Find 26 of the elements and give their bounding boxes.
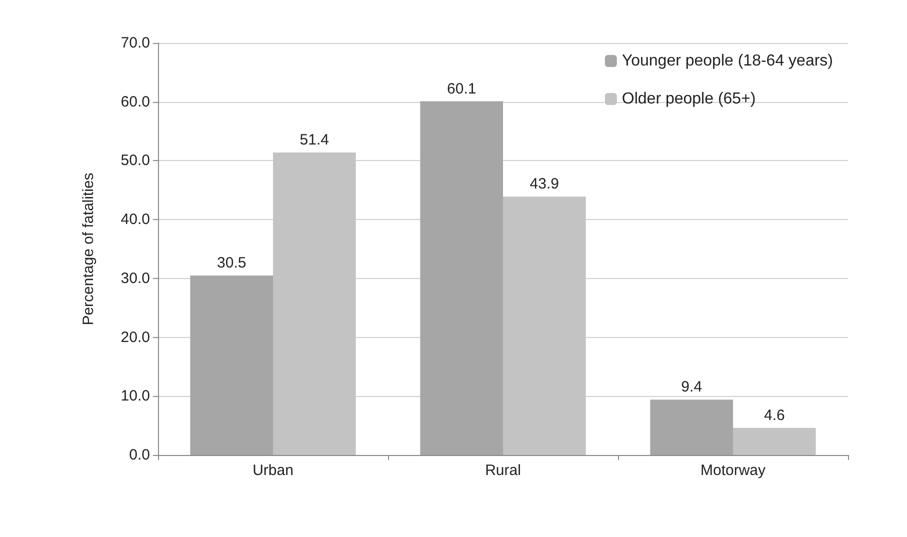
y-tick-label: 50.0	[120, 152, 150, 170]
y-axis-title: Percentage of fatalities	[80, 172, 97, 326]
data-label: 4.6	[764, 406, 785, 424]
data-label: 9.4	[681, 378, 702, 396]
bar	[503, 196, 586, 455]
y-tick-label: 0.0	[129, 446, 150, 464]
y-tick-label: 10.0	[120, 388, 150, 405]
bar	[650, 400, 733, 455]
bar	[420, 101, 503, 455]
y-tick-label: 40.0	[120, 211, 150, 228]
y-tick-label: 70.0	[120, 34, 150, 52]
y-tick-label: 30.0	[120, 270, 150, 287]
data-label: 60.1	[447, 80, 476, 98]
bar	[190, 275, 273, 455]
x-tick-label: Motorway	[700, 462, 766, 479]
x-tick-label: Rural	[485, 462, 521, 479]
y-tick-label: 60.0	[120, 93, 150, 110]
x-tick-label: Urban	[252, 462, 294, 479]
y-tick-label: 20.0	[120, 328, 150, 346]
data-label: 43.9	[530, 176, 559, 193]
legend-label: Older people (65+)	[622, 90, 756, 108]
bar	[273, 152, 356, 455]
data-label: 30.5	[217, 254, 246, 272]
data-label: 51.4	[300, 131, 329, 148]
bar	[733, 428, 816, 455]
legend-label: Younger people (18-64 years)	[622, 52, 833, 70]
